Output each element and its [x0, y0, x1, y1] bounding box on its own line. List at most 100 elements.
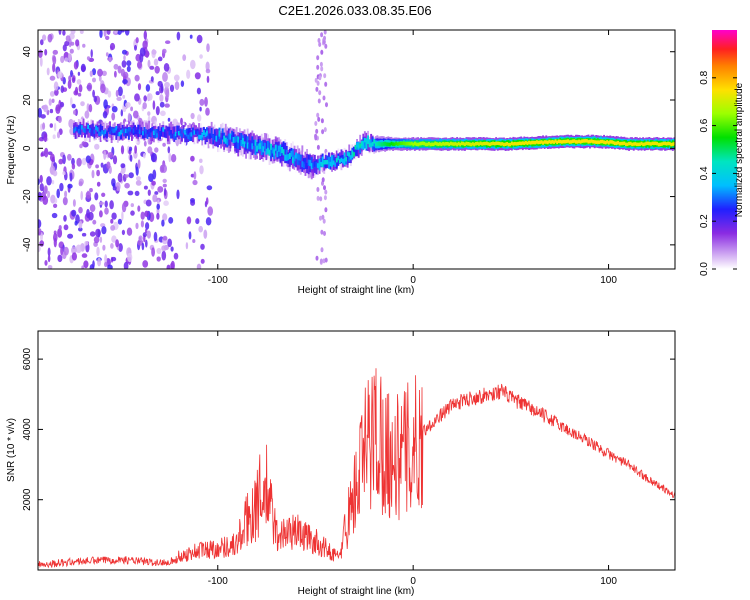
- heatmap-noise-cell: [323, 30, 327, 35]
- heatmap-ridge-cell: [585, 139, 588, 143]
- heatmap-ridge-cell: [309, 160, 312, 173]
- heatmap-ridge-cell: [356, 143, 358, 148]
- heatmap-ridge-cell: [310, 163, 313, 170]
- heatmap-noise-cell: [111, 212, 117, 220]
- heatmap-ridge-cell: [307, 159, 310, 166]
- heatmap-noise-cell: [86, 56, 91, 61]
- heatmap-ridge-cell: [551, 140, 554, 144]
- heatmap-noise-cell: [321, 177, 325, 183]
- heatmap-noise-cell: [63, 246, 69, 256]
- heatmap-ridge-cell: [648, 141, 651, 146]
- heatmap-noise-cell: [92, 77, 96, 83]
- heatmap-noise-cell: [70, 97, 73, 106]
- heatmap-noise-cell: [117, 65, 122, 74]
- heatmap-ridge-cell: [318, 158, 321, 164]
- heatmap-ridge-cell: [190, 132, 193, 137]
- heatmap-ridge-cell: [596, 140, 599, 144]
- heatmap-noise-cell: [320, 247, 324, 253]
- heatmap-noise-cell: [71, 209, 77, 217]
- heatmap-ridge-cell: [507, 142, 510, 147]
- heatmap-ridge-cell: [589, 139, 591, 144]
- heatmap-noise-cell: [38, 245, 41, 253]
- heatmap-noise-cell: [104, 254, 108, 264]
- heatmap-ridge-cell: [331, 155, 333, 164]
- heatmap-noise-cell: [156, 256, 161, 262]
- heatmap-noise-cell: [71, 246, 77, 255]
- heatmap-noise-cell: [200, 258, 205, 264]
- heatmap-ridge-cell: [293, 155, 296, 162]
- heatmap-ridge-cell: [292, 157, 294, 164]
- heatmap-noise-cell: [321, 214, 325, 220]
- heatmap-noise-cell: [62, 44, 67, 52]
- heatmap-noise-cell: [185, 242, 189, 250]
- heatmap-ridge-cell: [104, 129, 107, 134]
- heatmap-ridge-cell: [621, 141, 624, 146]
- heatmap-ridge-cell: [145, 122, 147, 135]
- heatmap-ridge-cell: [575, 140, 577, 144]
- heatmap-ridge-cell: [654, 141, 657, 145]
- heatmap-ridge-cell: [310, 157, 313, 169]
- heatmap-noise-cell: [182, 54, 187, 61]
- heatmap-ridge-cell: [156, 133, 158, 138]
- heatmap-noise-cell: [162, 213, 168, 221]
- heatmap-noise-cell: [93, 236, 100, 244]
- heatmap-ridge-cell: [146, 130, 149, 139]
- heatmap-ridge-cell: [540, 140, 543, 144]
- heatmap-ridge-cell: [173, 134, 176, 139]
- heatmap-noise-cell: [324, 257, 328, 263]
- heatmap-noise-cell: [188, 231, 192, 240]
- heatmap-ridge-cell: [162, 127, 165, 132]
- heatmap-noise-cell: [134, 190, 140, 196]
- heatmap-ridge-cell: [99, 131, 102, 137]
- heatmap-noise-cell: [60, 246, 63, 256]
- heatmap-ridge-cell: [367, 135, 369, 144]
- heatmap-ridge-cell: [349, 150, 352, 159]
- heatmap-noise-cell: [42, 195, 49, 205]
- heatmap-noise-cell: [67, 153, 72, 161]
- heatmap-ridge-cell: [304, 158, 307, 165]
- heatmap-noise-cell: [121, 202, 127, 213]
- heatmap-noise-cell: [81, 232, 87, 237]
- heatmap-noise-cell: [157, 186, 164, 193]
- heatmap-ridge-cell: [98, 126, 101, 135]
- heatmap-ridge-cell: [362, 140, 365, 149]
- heatmap-noise-cell: [204, 96, 208, 107]
- heatmap-ridge-cell: [662, 141, 665, 146]
- heatmap-noise-cell: [106, 161, 111, 169]
- heatmap-noise-cell: [122, 49, 127, 55]
- heatmap-ridge-cell: [210, 130, 213, 136]
- heatmap-ridge-cell: [406, 142, 408, 146]
- heatmap-ridge-cell: [529, 141, 532, 145]
- heatmap-ridge-cell: [281, 147, 283, 154]
- heatmap-ridge-cell: [471, 142, 474, 146]
- heatmap-ridge-cell: [271, 147, 274, 154]
- heatmap-ridge-cell: [368, 142, 371, 148]
- colorbar-tick-label: 0.8: [699, 70, 710, 84]
- heatmap-ridge-cell: [318, 161, 321, 171]
- heatmap-noise-cell: [135, 166, 139, 176]
- heatmap-ridge-cell: [539, 140, 541, 144]
- heatmap-noise-cell: [106, 30, 111, 35]
- heatmap-ridge-cell: [476, 141, 479, 146]
- heatmap-ridge-cell: [343, 157, 346, 166]
- heatmap-noise-cell: [137, 60, 143, 69]
- heatmap-ridge-cell: [235, 136, 238, 149]
- heatmap-ridge-cell: [342, 159, 344, 164]
- heatmap-noise-cell: [176, 31, 181, 41]
- heatmap-ridge-cell: [645, 141, 648, 146]
- heatmap-noise-cell: [156, 203, 160, 210]
- heatmap-noise-cell: [169, 84, 175, 93]
- snr-x-tick-label: 100: [600, 576, 617, 587]
- heatmap-ridge-cell: [390, 141, 393, 146]
- heatmap-noise-cell: [117, 172, 123, 183]
- heatmap-ridge-cell: [240, 140, 243, 147]
- heatmap-noise-cell: [186, 69, 191, 80]
- heatmap-noise-cell: [120, 109, 124, 117]
- heatmap-ridge-cell: [243, 141, 246, 148]
- heatmap-ridge-cell: [493, 142, 496, 146]
- heatmap-noise-cell: [90, 49, 93, 58]
- heatmap-ridge-cell: [632, 142, 635, 146]
- heatmap-ridge-cell: [223, 135, 226, 142]
- heatmap-ridge-cell: [284, 154, 287, 161]
- heatmap-ridge-cell: [639, 142, 641, 146]
